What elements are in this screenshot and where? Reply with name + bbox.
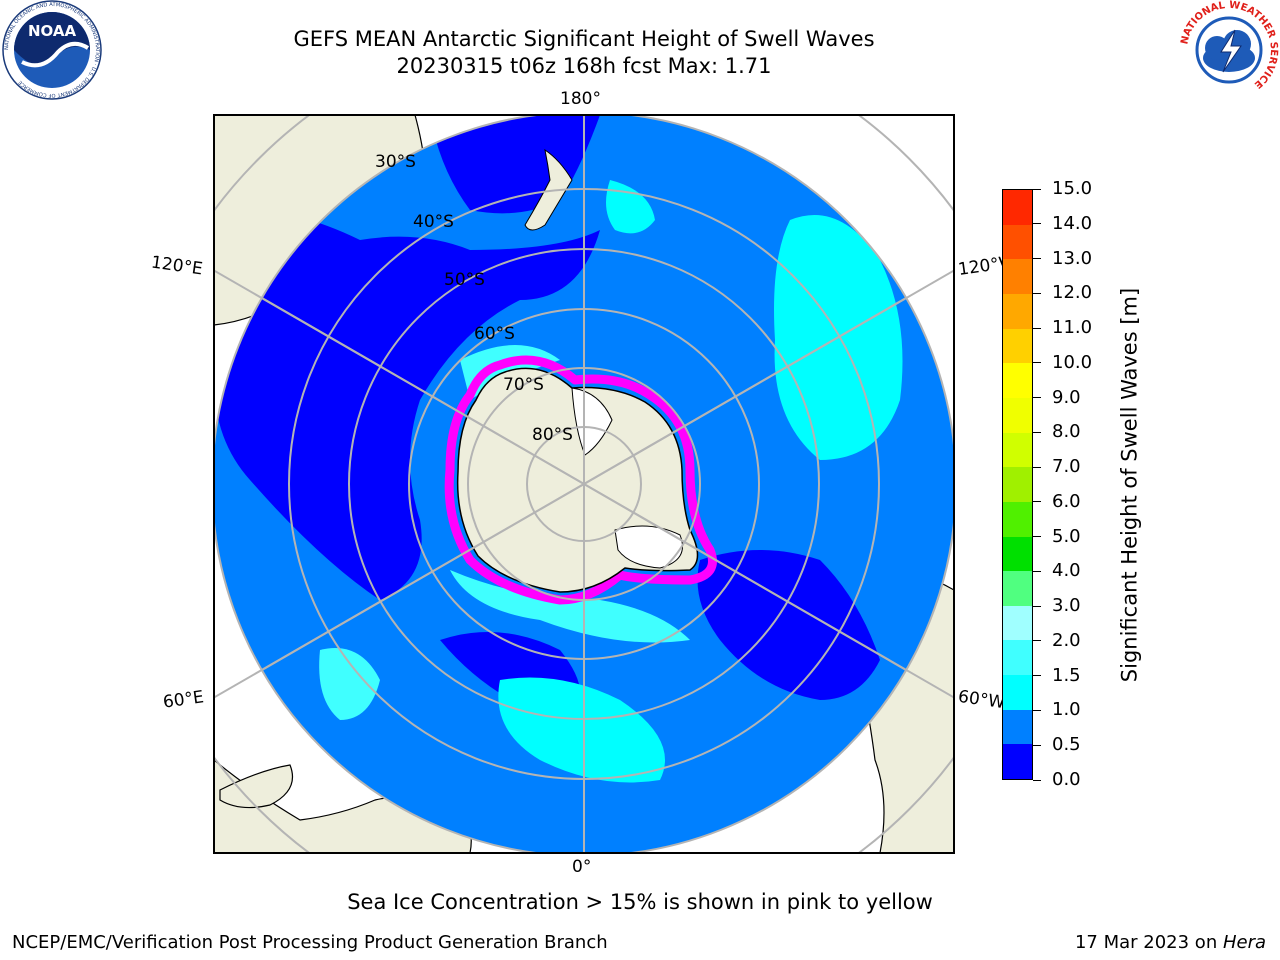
graticule	[214, 115, 954, 853]
colorbar-tick	[1033, 327, 1041, 329]
colorbar-segment	[1003, 709, 1032, 745]
colorbar-tick-label: 0.0	[1052, 769, 1081, 790]
colorbar-tick-label: 1.5	[1052, 664, 1081, 686]
sea-ice-edge	[444, 355, 717, 605]
colorbar-tick	[1033, 570, 1041, 572]
high-swell-region-weddell	[450, 570, 690, 643]
colorbar-tick	[1033, 431, 1041, 433]
colorbar-segment	[1003, 467, 1032, 502]
colorbar-segment	[1003, 224, 1032, 260]
high-swell-region-south-atlantic	[498, 677, 665, 783]
lat-label-30s: 30°S	[375, 152, 416, 172]
colorbar-tick-label: 7.0	[1052, 456, 1081, 478]
low-swell-region-atlantic	[697, 550, 880, 700]
footer-host: Hera	[1222, 932, 1266, 953]
footer-credit: NCEP/EMC/Verification Post Processing Pr…	[12, 932, 608, 953]
colorbar-tick-label: 5.0	[1052, 525, 1081, 547]
chart-subtitle: 20230315 t06z 168h fcst Max: 1.71	[396, 54, 772, 78]
colorbar-tick	[1033, 605, 1041, 607]
lon-label-0: 0°	[572, 857, 592, 877]
new-zealand-land	[524, 148, 573, 231]
colorbar-tick-label: 9.0	[1052, 386, 1081, 408]
noaa-logo-icon: NOAA NATIONAL OCEANIC AND ATMOSPHERIC AD…	[2, 0, 102, 100]
colorbar-tick-label: 15.0	[1052, 178, 1093, 199]
colorbar-tick	[1033, 536, 1041, 538]
colorbar-tick-label: 4.0	[1052, 560, 1081, 582]
colorbar-segment	[1003, 259, 1032, 295]
ross-ice-shelf	[571, 387, 613, 456]
colorbar-tick	[1033, 292, 1041, 294]
madagascar-land	[219, 764, 294, 809]
lat-label-70s: 70°S	[503, 375, 544, 395]
colorbar-tick	[1033, 466, 1041, 468]
colorbar-tick	[1033, 779, 1041, 781]
colorbar-tick	[1033, 744, 1041, 746]
colorbar-label: Significant Height of Swell Waves [m]	[1117, 287, 1142, 683]
colorbar-tick-label: 2.0	[1052, 629, 1081, 651]
high-swell-region-west	[319, 648, 380, 720]
colorbar-segment	[1003, 363, 1032, 398]
colorbar-segment	[1003, 744, 1032, 779]
sea-ice-note: Sea Ice Concentration > 15% is shown in …	[347, 890, 933, 914]
colorbar-tick	[1033, 640, 1041, 642]
lon-label-180: 180°	[560, 89, 601, 109]
high-swell-region-ross	[606, 180, 655, 234]
colorbar-segment	[1003, 397, 1032, 433]
colorbar-tick	[1033, 709, 1041, 711]
colorbar-tick-label: 3.0	[1052, 595, 1081, 617]
colorbar-tick-label: 0.5	[1052, 734, 1081, 756]
colorbar-tick-label: 10.0	[1052, 351, 1093, 373]
colorbar-segment	[1003, 328, 1032, 364]
colorbar-segment	[1003, 536, 1032, 572]
footer-date: 17 Mar 2023 on Hera	[1075, 932, 1266, 953]
colorbar-segment	[1003, 605, 1032, 641]
colorbar-segment	[1003, 294, 1032, 329]
colorbar-tick	[1033, 362, 1041, 364]
footer-date-text: 17 Mar 2023 on	[1074, 932, 1223, 953]
colorbar-segment	[1003, 190, 1032, 225]
low-swell-region-indian	[214, 200, 600, 600]
colorbar-tick-label: 1.0	[1052, 699, 1081, 721]
colorbar-tick	[1033, 397, 1041, 399]
colorbar-segment	[1003, 675, 1032, 710]
lat-label-80s: 80°S	[532, 425, 573, 445]
colorbar-tick	[1033, 188, 1041, 190]
colorbar-tick-label: 8.0	[1052, 421, 1081, 443]
map-frame	[213, 114, 955, 854]
colorbar-segment	[1003, 640, 1032, 676]
colorbar-tick-label: 14.0	[1052, 212, 1093, 234]
noaa-logo-text: NOAA	[28, 22, 77, 40]
lat-label-50s: 50°S	[444, 270, 485, 290]
colorbar-tick-label: 6.0	[1052, 490, 1081, 512]
weddell-ice-shelf	[614, 525, 683, 569]
colorbar-tick-label: 11.0	[1052, 317, 1093, 339]
colorbar-tick-label: 13.0	[1052, 247, 1093, 269]
colorbar-tick	[1033, 501, 1041, 503]
lat-label-40s: 40°S	[413, 212, 454, 232]
colorbar-tick	[1033, 675, 1041, 677]
nws-logo-icon: NATIONAL WEATHER SERVICE	[1179, 0, 1279, 99]
colorbar-tick-label: 12.0	[1052, 282, 1093, 304]
colorbar-tick	[1033, 258, 1041, 260]
colorbar-segment	[1003, 432, 1032, 468]
chart-title: GEFS MEAN Antarctic Significant Height o…	[293, 27, 875, 51]
colorbar-segment	[1003, 501, 1032, 537]
lat-label-60s: 60°S	[474, 324, 515, 344]
colorbar	[1002, 189, 1033, 780]
colorbar-tick	[1033, 223, 1041, 225]
colorbar-segment	[1003, 571, 1032, 606]
